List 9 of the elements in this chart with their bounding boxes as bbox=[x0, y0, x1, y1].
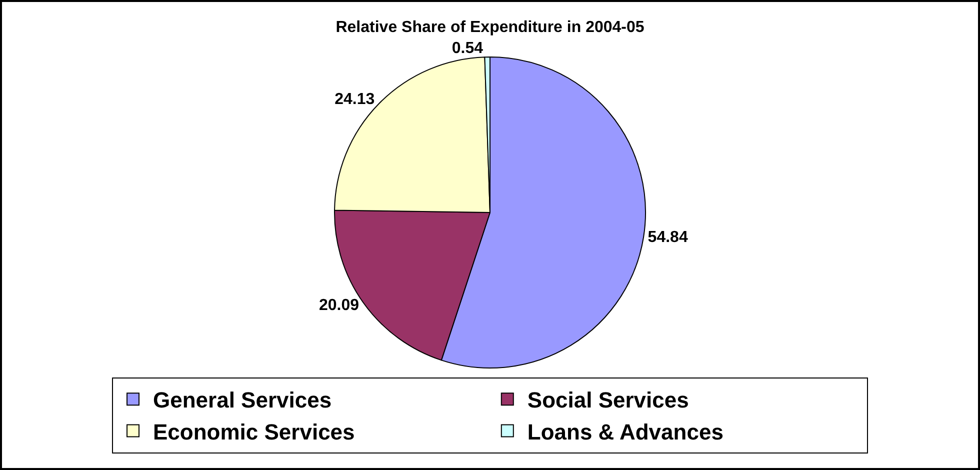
data-label: 24.13 bbox=[334, 90, 375, 108]
data-label: 20.09 bbox=[318, 297, 360, 314]
chart-title: Relative Share of Expenditure in 2004-05 bbox=[336, 18, 644, 36]
legend-label: General Services bbox=[153, 388, 332, 413]
legend-label: Loans & Advances bbox=[527, 419, 724, 444]
data-label: 0.54 bbox=[452, 40, 484, 58]
legend-label: Economic Services bbox=[153, 419, 355, 444]
legend-label: Social Services bbox=[527, 388, 689, 413]
data-label: 54.84 bbox=[648, 228, 688, 246]
